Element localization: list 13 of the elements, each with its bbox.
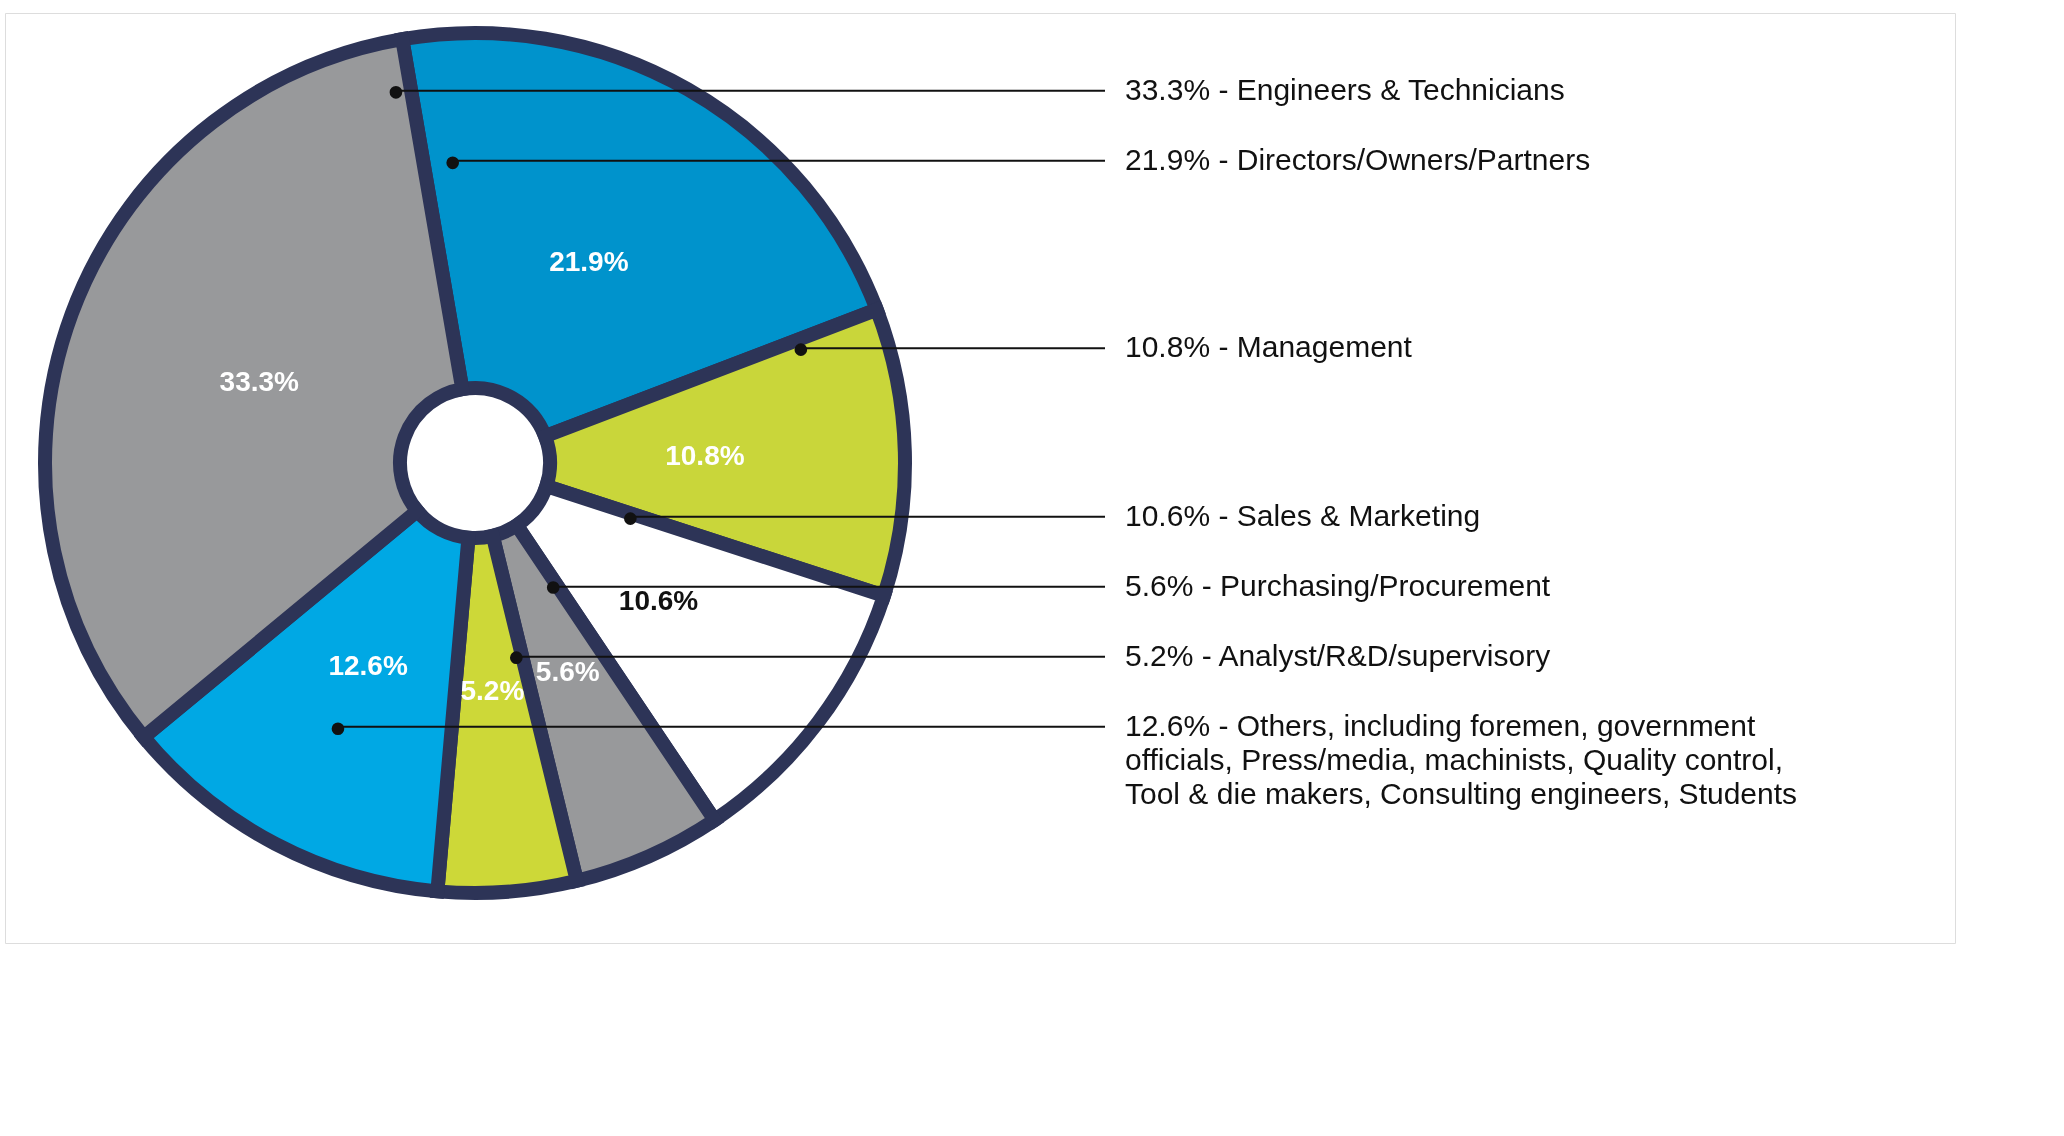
slice-label: 21.9% - Directors/Owners/Partners: [1125, 142, 1591, 176]
slice-label: 12.6% - Others, including foremen, government officials, Press/media, machinists, Quality control, Tool & die makers, Consulting engineers, Students: [1125, 708, 1798, 810]
data-label: 10.8%: [665, 440, 745, 472]
slice-label: 33.3% - Engineers & Technicians: [1125, 72, 1565, 106]
data-label: 10.6%: [618, 584, 699, 616]
data-label: 5.6%: [535, 656, 600, 688]
slice-label: 5.6% - Purchasing/Procurement: [1125, 568, 1551, 602]
slice-label: 10.8% - Management: [1125, 330, 1413, 364]
slice-label: 10.6% - Sales & Marketing: [1125, 498, 1481, 532]
data-label: 21.9%: [549, 246, 629, 278]
data-label: 33.3%: [219, 366, 300, 398]
slice-label: 5.2% - Analyst/R&D/supervisory: [1125, 638, 1551, 672]
data-label: 12.6%: [328, 649, 408, 681]
